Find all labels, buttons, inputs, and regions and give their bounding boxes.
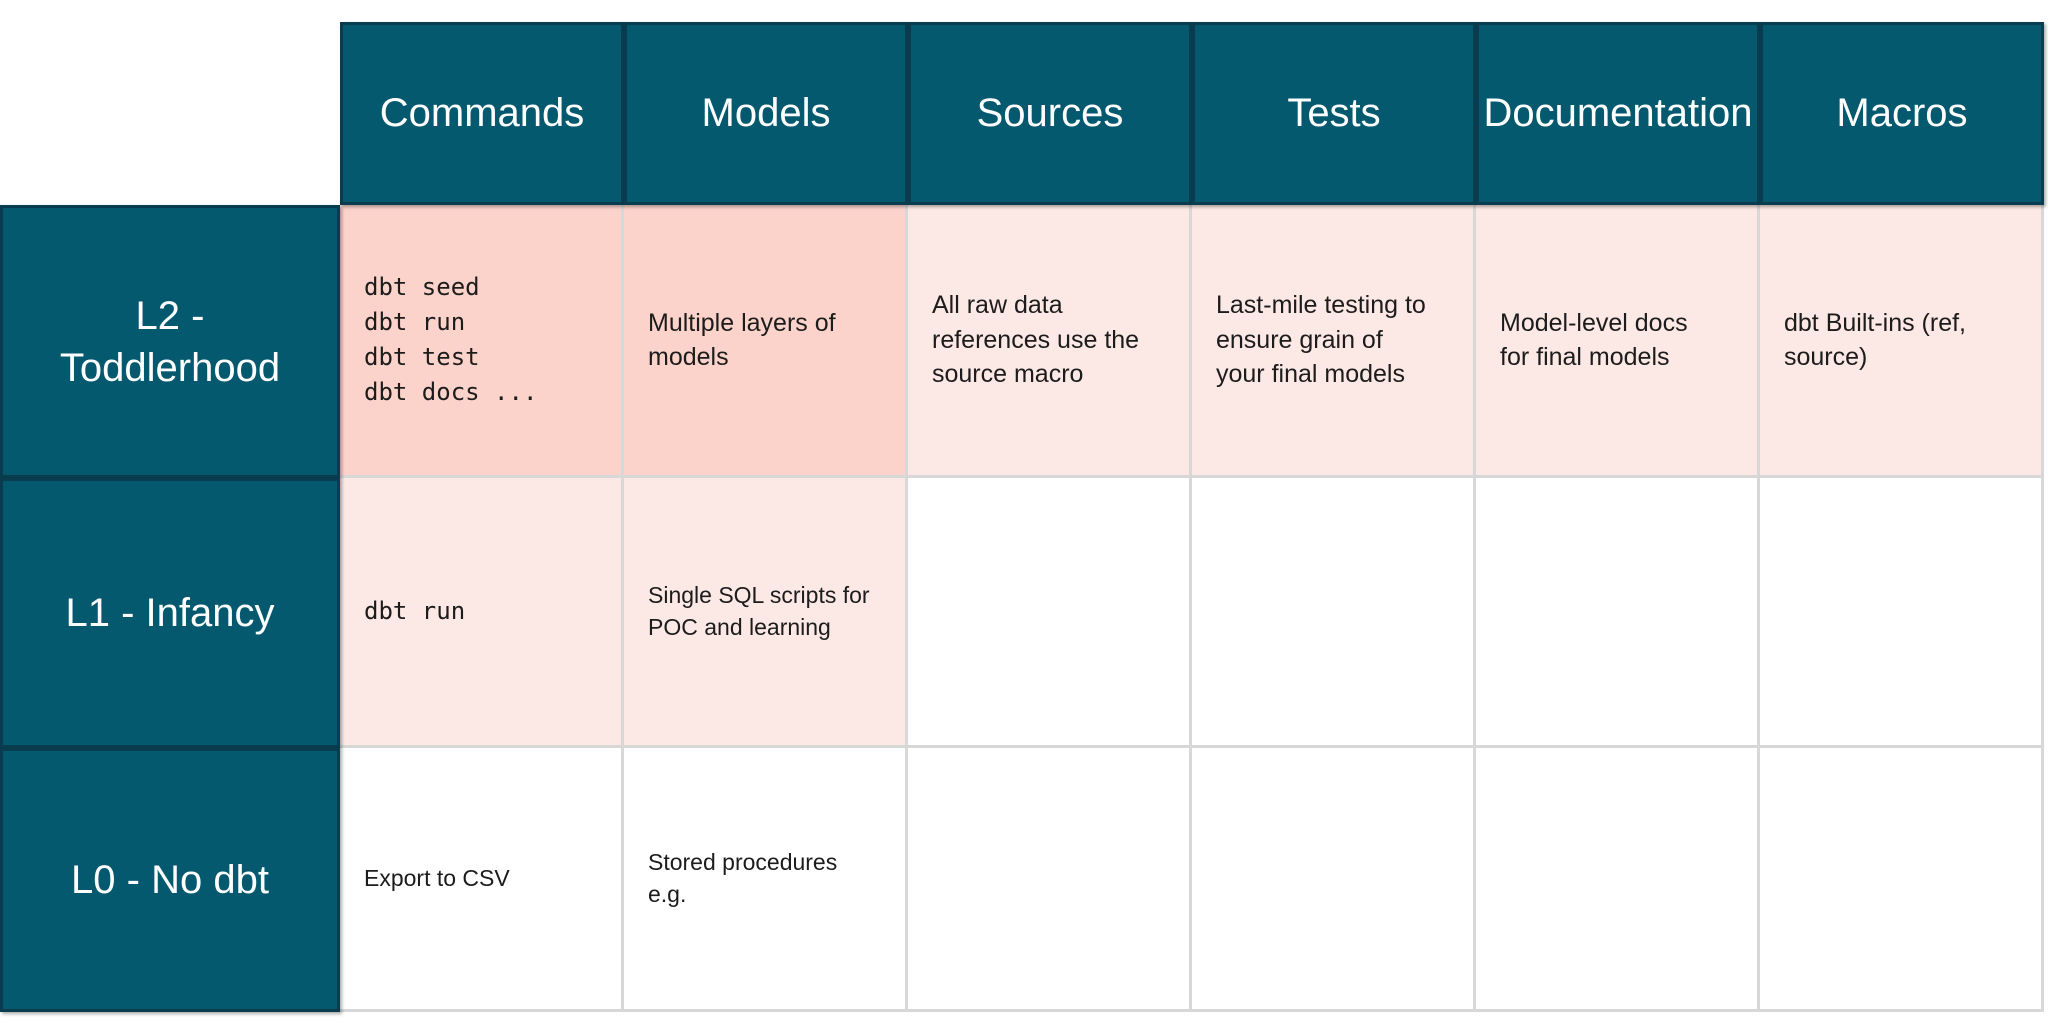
cell-l2-tests: Last-mile testing to ensure grain of you… xyxy=(1192,205,1476,478)
row-header-l2-toddlerhood: L2 - Toddlerhood xyxy=(0,205,340,478)
column-header-label: Tests xyxy=(1287,91,1381,135)
row-header-l0-no-dbt: L0 - No dbt xyxy=(0,748,340,1012)
column-header-label: Macros xyxy=(1836,91,1968,135)
cell-l1-documentation xyxy=(1476,478,1760,748)
column-header-label: Documentation xyxy=(1483,91,1753,135)
cell-l1-macros xyxy=(1760,478,2044,748)
column-header-commands: Commands xyxy=(340,22,624,205)
cell-text: Model-level docs for final models xyxy=(1500,308,1688,372)
column-header-documentation: Documentation xyxy=(1476,22,1760,205)
cell-text: Multiple layers of models xyxy=(648,308,836,372)
cell-l0-models: Stored procedures e.g. xyxy=(624,748,908,1012)
cell-l0-macros xyxy=(1760,748,2044,1012)
cell-l2-sources: All raw data references use the source m… xyxy=(908,205,1192,478)
cell-l1-models: Single SQL scripts for POC and learning xyxy=(624,478,908,748)
cell-text: Export to CSV xyxy=(364,864,510,891)
row-header-label: L2 - Toddlerhood xyxy=(59,293,281,390)
cell-l2-documentation: Model-level docs for final models xyxy=(1476,205,1760,478)
cell-l0-tests xyxy=(1192,748,1476,1012)
cell-l0-documentation xyxy=(1476,748,1760,1012)
column-header-sources: Sources xyxy=(908,22,1192,205)
cell-l0-commands: Export to CSV xyxy=(340,748,624,1012)
cell-l0-sources xyxy=(908,748,1192,1012)
column-header-models: Models xyxy=(624,22,908,205)
column-header-label: Commands xyxy=(379,91,585,135)
cell-text: dbt seed dbt run dbt test dbt docs ... xyxy=(364,273,538,406)
column-header-label: Sources xyxy=(976,91,1124,135)
row-header-label: L1 - Infancy xyxy=(65,591,275,635)
column-header-tests: Tests xyxy=(1192,22,1476,205)
cell-text: Last-mile testing to ensure grain of you… xyxy=(1216,291,1426,389)
row-header-l1-infancy: L1 - Infancy xyxy=(0,478,340,748)
column-header-label: Models xyxy=(701,91,831,135)
cell-text: dbt run xyxy=(364,597,466,626)
cell-text: All raw data references use the source m… xyxy=(932,291,1140,389)
corner-cell xyxy=(0,22,340,205)
cell-l1-commands: dbt run xyxy=(340,478,624,748)
cell-text: dbt Built-ins (ref, source) xyxy=(1784,308,1967,372)
cell-l2-commands: dbt seed dbt run dbt test dbt docs ... xyxy=(340,205,624,478)
cell-l1-sources xyxy=(908,478,1192,748)
dbt-maturity-table: Commands Models Sources Tests Documentat… xyxy=(0,22,2044,1012)
column-header-macros: Macros xyxy=(1760,22,2044,205)
cell-l2-models: Multiple layers of models xyxy=(624,205,908,478)
cell-l2-macros: dbt Built-ins (ref, source) xyxy=(1760,205,2044,478)
cell-text: Stored procedures e.g. xyxy=(648,848,838,907)
cell-text: Single SQL scripts for POC and learning xyxy=(648,581,870,640)
cell-l1-tests xyxy=(1192,478,1476,748)
row-header-label: L0 - No dbt xyxy=(71,858,269,902)
